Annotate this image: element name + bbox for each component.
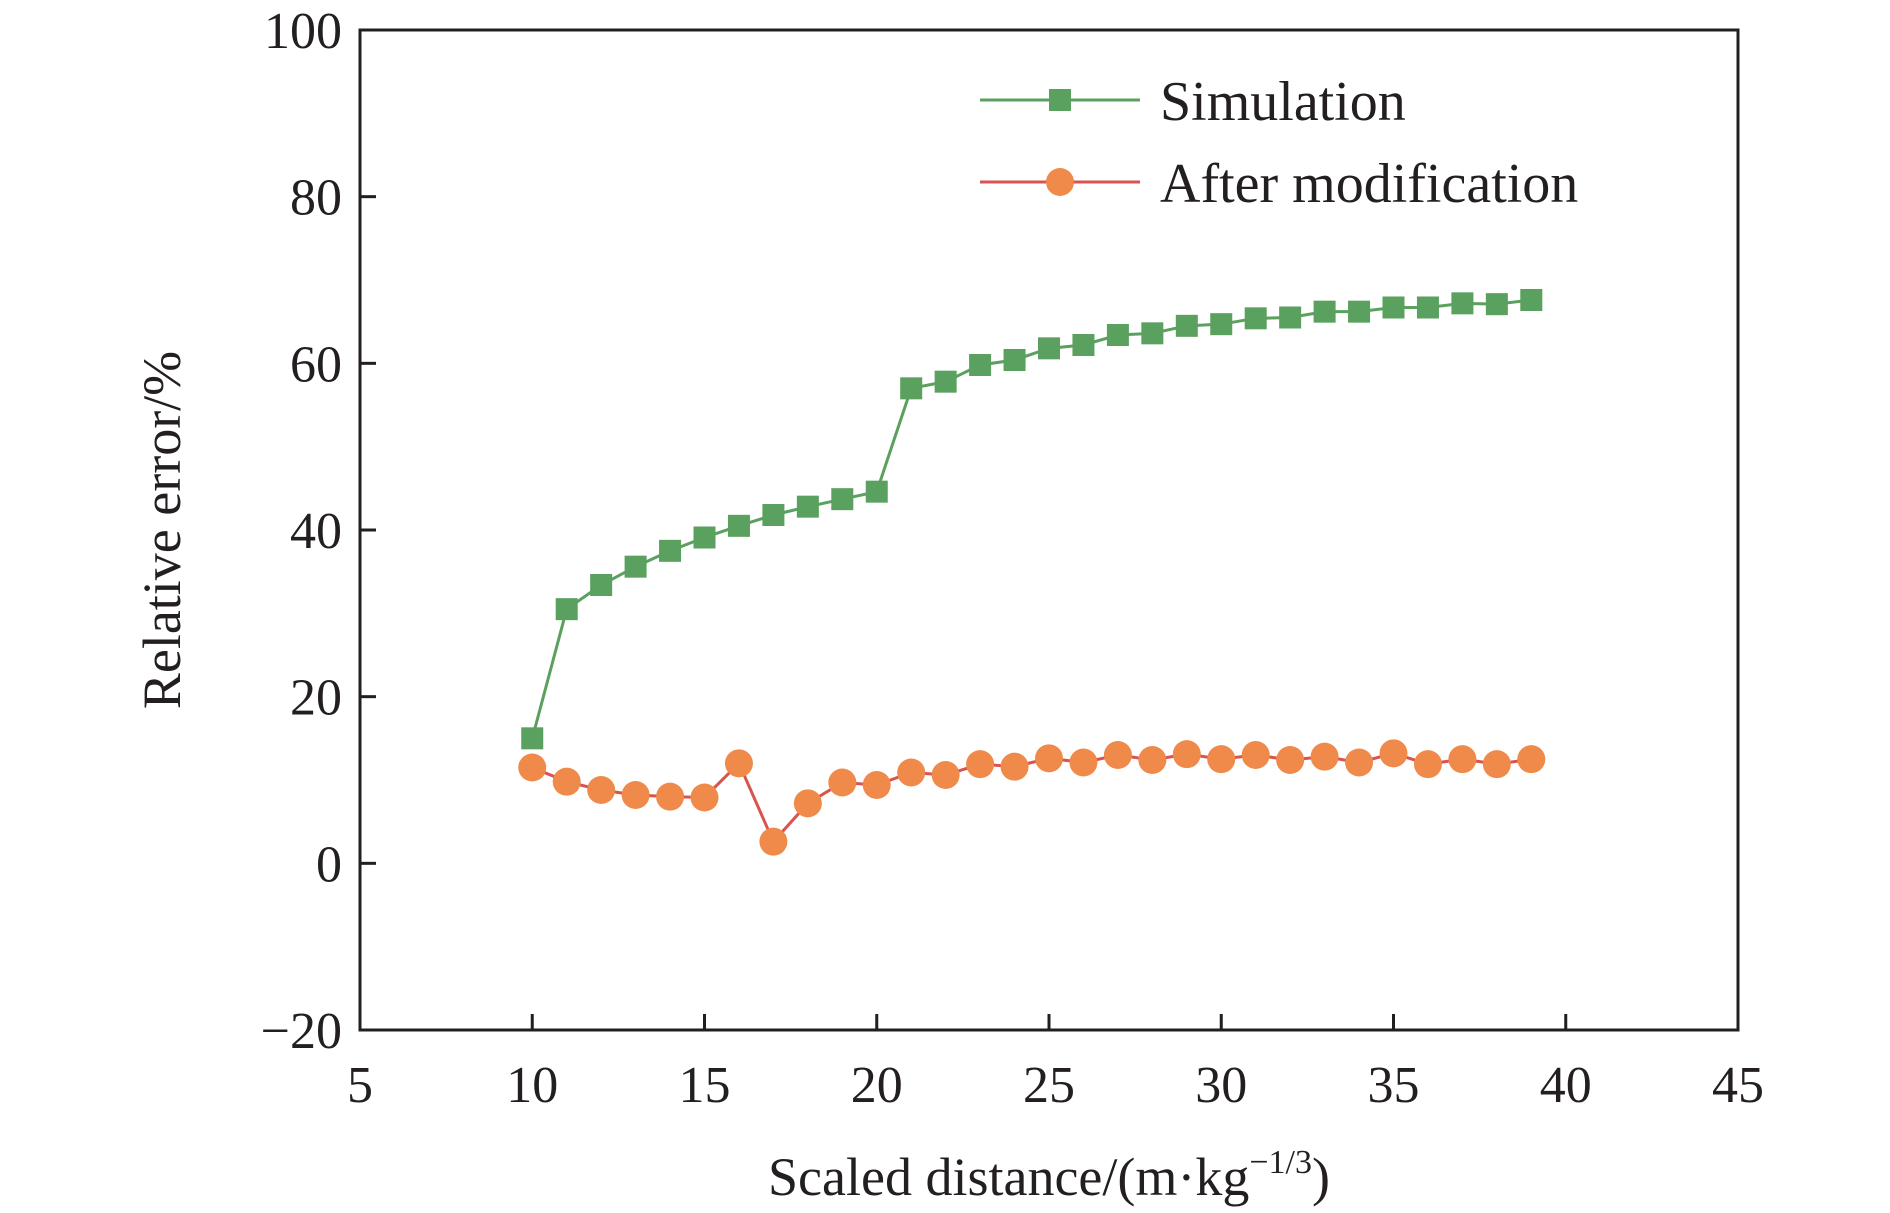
series-simulation (521, 289, 1543, 750)
data-point (1038, 337, 1060, 360)
data-point (1141, 322, 1164, 345)
x-tick-label: 20 (851, 1057, 903, 1114)
data-point (1413, 750, 1442, 779)
legend-label: After modification (1160, 153, 1578, 215)
data-point (828, 768, 857, 797)
data-point (793, 789, 822, 818)
data-point (1520, 289, 1543, 311)
legend-label: Simulation (1160, 71, 1406, 133)
data-point (1035, 744, 1063, 773)
data-point (1313, 300, 1336, 323)
data-point (897, 758, 926, 787)
y-tick-label: 100 (264, 3, 342, 60)
data-point (521, 727, 544, 750)
data-point (590, 574, 613, 596)
data-point (1072, 334, 1095, 356)
x-axis-title-main: Scaled distance/(m·kg (768, 1147, 1249, 1207)
x-axis-title-close: ) (1312, 1147, 1330, 1207)
x-tick-label: 25 (1023, 1057, 1075, 1114)
data-point (762, 504, 785, 526)
x-tick-label: 35 (1368, 1057, 1420, 1114)
data-point (1517, 745, 1546, 774)
series-line (530, 298, 1532, 739)
data-point (555, 598, 578, 621)
data-point (759, 827, 788, 856)
axes: 5 10 15 20 25 30 35 40 45 −20 0 20 40 60 80 100 Scaled d… (132, 3, 1764, 1207)
data-point (587, 776, 616, 804)
data-point (1138, 746, 1167, 774)
data-point (796, 495, 819, 518)
y-tick-label: 0 (316, 836, 342, 893)
series-after-modification (518, 739, 1546, 856)
x-tick-label: 10 (506, 1057, 558, 1114)
data-point (1069, 748, 1098, 777)
legend-marker (1046, 168, 1074, 196)
data-point (865, 480, 888, 503)
data-point (1416, 296, 1439, 319)
data-point (934, 370, 957, 393)
data-point (1482, 750, 1511, 779)
data-point (1207, 745, 1236, 774)
y-tick-label: 40 (290, 503, 342, 560)
y-tick-label: 20 (290, 670, 342, 727)
data-point (727, 514, 750, 537)
data-point (1106, 324, 1129, 346)
data-point (862, 771, 891, 799)
data-point (621, 781, 650, 809)
legend-entry: After modification (980, 153, 1578, 215)
plot-area (518, 289, 1546, 856)
data-point (693, 526, 716, 549)
data-point (552, 767, 581, 796)
x-tick-label: 5 (347, 1057, 373, 1114)
x-tick-label: 15 (679, 1057, 731, 1114)
data-point (831, 488, 854, 511)
data-point (900, 377, 923, 400)
data-point (1485, 293, 1508, 316)
data-point (724, 749, 753, 778)
data-point (1448, 745, 1477, 774)
data-point (518, 753, 547, 782)
data-point (1310, 742, 1339, 771)
y-tick-label: 60 (290, 336, 342, 393)
data-point (931, 761, 960, 789)
data-point (966, 750, 995, 779)
data-point (624, 555, 647, 578)
data-point (690, 783, 719, 812)
data-point (1345, 748, 1374, 777)
x-axis-title-exponent: −1/3 (1249, 1144, 1312, 1181)
data-point (1241, 741, 1270, 769)
data-point (656, 782, 685, 811)
legend: Simulation After modification (980, 71, 1578, 215)
legend-entry: Simulation (980, 71, 1406, 133)
x-tick-label: 40 (1540, 1057, 1592, 1114)
data-point (1000, 752, 1029, 781)
data-point (1279, 306, 1302, 329)
x-tick-label: 45 (1712, 1057, 1764, 1114)
x-tick-label: 30 (1195, 1057, 1247, 1114)
legend-marker (1049, 89, 1071, 111)
data-point (969, 354, 992, 376)
y-axis-title: Relative error/% (132, 351, 192, 709)
data-point (1244, 307, 1267, 330)
data-point (1175, 314, 1198, 337)
y-tick-label: −20 (261, 1003, 342, 1060)
data-point (1276, 746, 1305, 774)
data-point (1210, 313, 1233, 336)
data-point (1348, 300, 1371, 323)
data-point (1003, 349, 1026, 371)
data-point (1172, 740, 1201, 769)
data-point (1382, 296, 1405, 319)
data-point (1103, 741, 1132, 769)
data-point (1451, 292, 1474, 315)
data-point (1379, 739, 1408, 768)
y-tick-label: 80 (290, 170, 342, 227)
data-point (659, 539, 682, 562)
x-axis-title: Scaled distance/(m·kg−1/3) (768, 1144, 1330, 1207)
